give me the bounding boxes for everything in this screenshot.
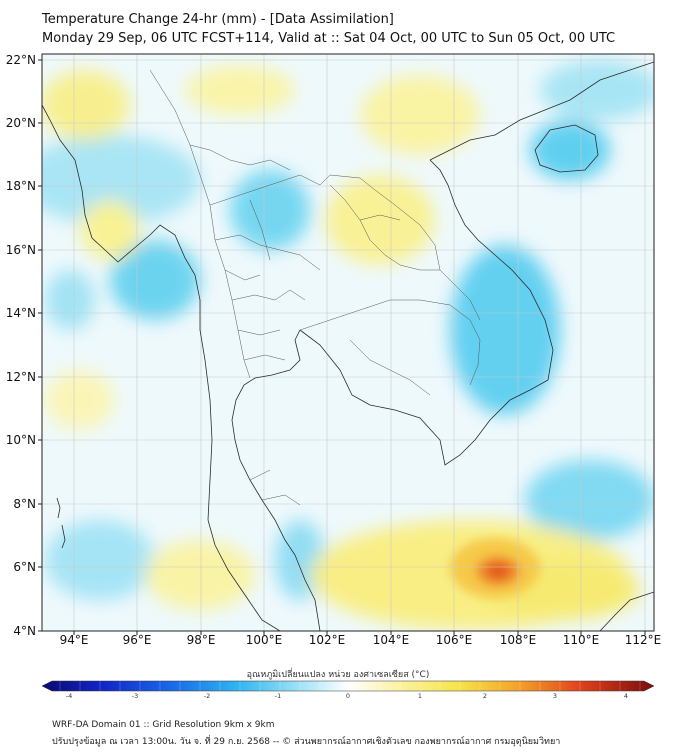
colorbar: [41, 680, 655, 692]
lat-label: 6°N: [13, 560, 36, 574]
chart-title: Temperature Change 24-hr (mm) - [Data As…: [42, 12, 394, 27]
lat-label: 10°N: [5, 433, 36, 447]
lon-label: 100°E: [245, 633, 283, 647]
lat-label: 16°N: [5, 243, 36, 257]
lat-label: 12°N: [5, 370, 36, 384]
admin-borders: [149, 69, 481, 506]
colorbar-tick: 3: [552, 692, 558, 700]
footer-domain-info: WRF-DA Domain 01 :: Grid Resolution 9km …: [52, 720, 275, 730]
lon-label: 106°E: [435, 633, 473, 647]
lon-label: 94°E: [59, 633, 89, 647]
lon-label: 102°E: [308, 633, 346, 647]
footer-credit: ปรับปรุงข้อมูล ณ เวลา 13:00น. วัน จ. ที่…: [52, 737, 561, 747]
map-field: [42, 54, 654, 631]
lon-label: 112°E: [624, 633, 662, 647]
lat-label: 14°N: [5, 306, 36, 320]
colorbar-gradient: [41, 680, 655, 692]
map-frame: [41, 53, 655, 632]
colorbar-tick: 1: [417, 692, 423, 700]
lon-label: 110°E: [562, 633, 600, 647]
lat-label: 8°N: [13, 497, 36, 511]
lon-label: 96°E: [122, 633, 152, 647]
colorbar-tick: -2: [203, 692, 211, 700]
lat-label: 18°N: [5, 179, 36, 193]
colorbar-tick: -4: [65, 692, 73, 700]
colorbar-tick: 2: [482, 692, 488, 700]
axis-ticks: [38, 59, 646, 635]
colorbar-tick: -1: [274, 692, 282, 700]
colorbar-tick: -3: [131, 692, 139, 700]
colorbar-title: อุณหภูมิเปลี่ยนแปลง หน่วย องศาเซลเซียส (…: [246, 670, 430, 680]
warm-spot: [450, 538, 540, 598]
colorbar-tick: 4: [623, 692, 629, 700]
lat-label: 4°N: [13, 624, 36, 638]
lon-label: 104°E: [372, 633, 410, 647]
lon-label: 108°E: [499, 633, 537, 647]
coastlines: [42, 61, 654, 631]
map-gridlines: [42, 54, 654, 631]
lon-label: 98°E: [186, 633, 216, 647]
chart-subtitle: Monday 29 Sep, 06 UTC FCST+114, Valid at…: [42, 31, 616, 46]
lat-label: 22°N: [5, 53, 36, 67]
lat-label: 20°N: [5, 116, 36, 130]
colorbar-tick: 0: [345, 692, 351, 700]
